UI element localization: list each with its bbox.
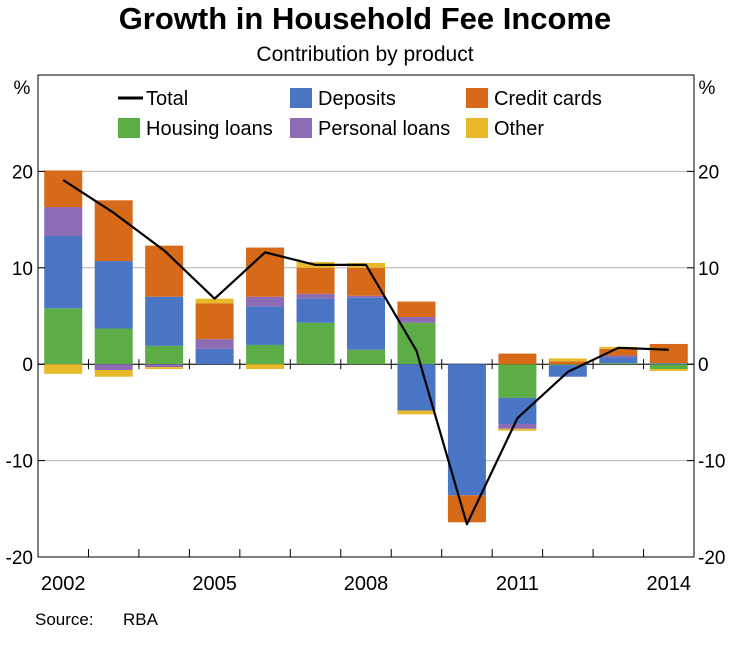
bar-credit-cards <box>145 245 184 297</box>
y-tick-label-right: -10 <box>698 452 725 473</box>
source-value: RBA <box>123 610 158 629</box>
bar-personal-loans <box>498 423 537 429</box>
bar-housing-loans <box>649 364 688 370</box>
x-tick-label: 2005 <box>192 573 237 595</box>
x-tick-label: 2011 <box>496 573 539 595</box>
legend: Total Deposits Credit cards Housing loans Pe… <box>118 88 602 140</box>
bar-deposits <box>94 261 133 329</box>
bar-housing-loans <box>296 322 335 365</box>
bar-credit-cards <box>397 301 436 317</box>
bar-deposits <box>397 364 436 411</box>
bar-personal-loans <box>246 296 285 307</box>
axis-ticks <box>38 170 694 558</box>
bar-personal-loans <box>145 364 184 368</box>
bar-credit-cards <box>599 348 638 356</box>
source-label: Source: <box>35 610 94 629</box>
y-tick-label-left: 10 <box>12 259 33 280</box>
bar-housing-loans <box>44 308 83 365</box>
bar-housing-loans <box>94 328 133 365</box>
bar-deposits <box>649 363 688 365</box>
bar-other <box>397 410 436 415</box>
x-tick-label: 2014 <box>647 573 692 595</box>
bar-personal-loans <box>397 316 436 323</box>
total-line <box>62 179 669 526</box>
bar-deposits <box>599 357 638 364</box>
bar-other <box>649 369 688 371</box>
legend-swatch-personal-loans <box>290 118 312 138</box>
y-tick-label-right: 20 <box>698 162 719 183</box>
bar-deposits <box>296 298 335 323</box>
bar-housing-loans <box>246 344 285 365</box>
bar-housing-loans <box>599 363 638 365</box>
source-note: Source: RBA <box>35 610 158 630</box>
line-total <box>62 179 669 526</box>
axis-labels: % % -20 -20 -10 -10 0 0 10 10 20 20 2002 2005 2008 2011… <box>6 78 726 595</box>
bar-credit-cards <box>447 495 486 523</box>
x-tick-label: 2008 <box>344 573 389 595</box>
legend-swatch-credit-cards <box>466 88 488 108</box>
legend-swatch-other <box>466 118 488 138</box>
y-unit-right: % <box>699 78 716 99</box>
bars <box>44 170 688 523</box>
bar-personal-loans <box>195 339 234 349</box>
bar-credit-cards <box>296 267 335 294</box>
bar-other <box>145 367 184 370</box>
y-tick-label-right: -20 <box>698 548 725 569</box>
y-unit-left: % <box>14 78 31 99</box>
bar-credit-cards <box>94 200 133 262</box>
legend-label: Housing loans <box>146 118 273 140</box>
bar-deposits <box>347 297 385 350</box>
bar-credit-cards <box>498 353 537 365</box>
bar-deposits <box>145 296 184 346</box>
bar-housing-loans <box>548 364 587 366</box>
bar-other <box>94 369 133 377</box>
bar-deposits <box>246 306 285 345</box>
y-tick-label-left: 0 <box>22 355 33 376</box>
legend-swatch-deposits <box>290 88 312 108</box>
bar-credit-cards <box>347 267 385 296</box>
bar-housing-loans <box>145 345 184 365</box>
legend-label: Deposits <box>318 88 396 110</box>
bar-housing-loans <box>498 364 537 398</box>
y-tick-label-right: 10 <box>698 259 719 280</box>
bar-other <box>548 358 587 362</box>
y-tick-label-left: -20 <box>6 548 33 569</box>
bar-personal-loans <box>347 295 385 298</box>
chart-subtitle: Contribution by product <box>256 43 474 66</box>
bar-housing-loans <box>347 349 385 365</box>
bar-credit-cards <box>195 303 234 340</box>
bar-other <box>44 364 83 374</box>
y-tick-label-left: 20 <box>12 162 33 183</box>
bar-deposits <box>447 364 486 496</box>
bar-deposits <box>195 348 234 365</box>
bar-other <box>195 298 234 304</box>
bar-other <box>498 428 537 431</box>
bar-personal-loans <box>94 364 133 370</box>
x-tick-label: 2002 <box>41 573 86 595</box>
legend-label: Total <box>146 88 188 110</box>
bar-other <box>246 364 285 370</box>
legend-label: Other <box>494 118 544 140</box>
legend-label: Personal loans <box>318 118 450 140</box>
bar-credit-cards <box>548 361 587 365</box>
plot-frame <box>37 74 695 558</box>
bar-personal-loans <box>296 293 335 299</box>
bar-credit-cards <box>649 343 688 364</box>
bar-deposits <box>44 235 83 309</box>
chart-title: Growth in Household Fee Income <box>118 1 612 36</box>
legend-swatch-housing-loans <box>118 118 140 138</box>
y-tick-label-left: -10 <box>6 452 33 473</box>
bar-personal-loans <box>44 207 83 236</box>
y-tick-label-right: 0 <box>698 355 709 376</box>
bar-personal-loans <box>599 355 638 358</box>
legend-label: Credit cards <box>494 88 602 110</box>
